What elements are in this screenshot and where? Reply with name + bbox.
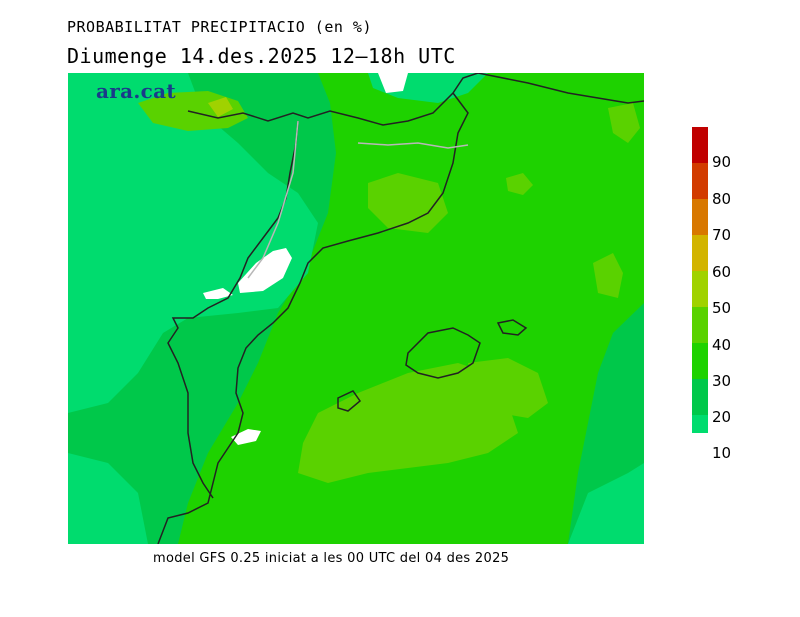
forecast-date-subtitle: Diumenge 14.des.2025 12—18h UTC <box>67 44 456 68</box>
legend-swatch-90 <box>692 127 708 163</box>
legend-label-90: 90 <box>712 153 732 171</box>
patch-50-60-north <box>208 97 233 117</box>
color-legend <box>692 127 708 433</box>
legend-label-60: 60 <box>712 263 732 281</box>
band-10-20-southwest <box>68 453 148 544</box>
nodata-patch-center <box>238 248 292 293</box>
patch-40-50-east <box>593 253 623 298</box>
legend-swatch-20 <box>692 379 708 415</box>
rivers <box>247 120 469 279</box>
nodata-patch-south <box>231 429 261 445</box>
river-north <box>247 120 299 279</box>
patch-40-50-small <box>506 173 533 195</box>
legend-label-40: 40 <box>712 336 732 354</box>
island-mallorca <box>405 327 481 379</box>
legend-swatch-10 <box>692 415 708 433</box>
precipitation-probability-map: ara.cat <box>68 73 644 544</box>
legend-swatch-60 <box>692 235 708 271</box>
legend-label-30: 30 <box>712 372 732 390</box>
nodata-patch-north <box>378 73 408 93</box>
chart-title: PROBABILITAT PRECIPITACIO (en %) <box>67 18 372 36</box>
legend-label-10: 10 <box>712 444 732 462</box>
legend-label-70: 70 <box>712 226 732 244</box>
map-canvas <box>68 73 644 544</box>
legend-swatch-40 <box>692 307 708 343</box>
border-north-east <box>477 73 644 104</box>
band-10-20-west <box>68 73 318 413</box>
island-menorca <box>496 319 528 336</box>
model-footnote: model GFS 0.25 iniciat a les 00 UTC del … <box>153 551 510 566</box>
band-10-20-southeast <box>568 463 644 544</box>
legend-label-20: 20 <box>712 408 732 426</box>
legend-label-50: 50 <box>712 299 732 317</box>
coastline-east <box>157 92 469 544</box>
legend-swatch-50 <box>692 271 708 307</box>
island-ibiza <box>337 390 362 412</box>
legend-label-80: 80 <box>712 190 732 208</box>
patch-40-50-northeast <box>608 103 640 143</box>
patch-40-50-southeast <box>468 358 548 418</box>
legend-swatch-30 <box>692 343 708 379</box>
river-east <box>357 142 469 149</box>
aracat-logo: ara.cat <box>96 79 176 103</box>
nodata-patch-west <box>203 288 233 299</box>
legend-swatch-70 <box>692 199 708 235</box>
patch-40-50-center <box>368 173 448 233</box>
patch-40-50-south <box>298 363 518 483</box>
coastline-mainland <box>187 73 479 126</box>
legend-swatch-80 <box>692 163 708 199</box>
